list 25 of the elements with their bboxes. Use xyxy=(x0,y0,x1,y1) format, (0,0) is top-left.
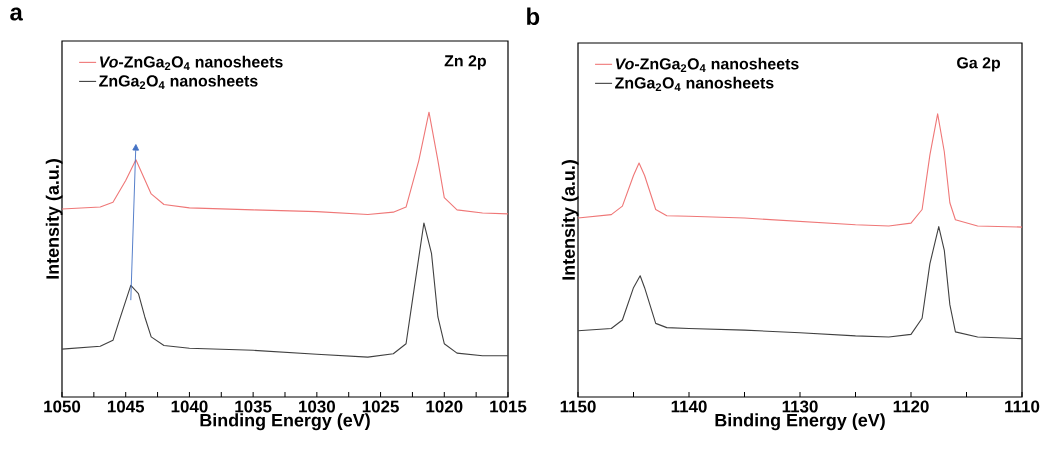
x-tick-label: 1140 xyxy=(671,400,707,413)
x-tick-label: 1035 xyxy=(235,400,272,413)
x-tick-label: 1025 xyxy=(362,400,399,413)
x-tick-label: 1120 xyxy=(893,400,929,413)
x-tick-label: 1040 xyxy=(171,400,208,413)
x-axis-title: Binding Energy (eV) xyxy=(715,413,885,431)
chart-title: b xyxy=(527,7,540,26)
x-tick-label: 1050 xyxy=(44,400,81,413)
x-tick-label: 1130 xyxy=(782,400,818,413)
x-tick-label: 1150 xyxy=(560,400,596,413)
text: Zn 2p xyxy=(444,55,486,70)
legend-label: Vo-ZnGa$_{2}$O$_{4}$ nanosheets xyxy=(615,57,799,72)
y-axis-title: Intensity (a.u.) xyxy=(561,160,579,280)
chart-title: a xyxy=(10,7,23,21)
text: Ga 2p xyxy=(957,57,1001,72)
x-tick-label: 1110 xyxy=(1005,400,1040,413)
legend-label: Vo-ZnGa$_{2}$O$_{4}$ nanosheets xyxy=(99,55,283,70)
x-axis-title: Binding Energy (eV) xyxy=(200,413,370,431)
legend-label: ZnGa$_{2}$O$_{4}$ nanosheets xyxy=(615,76,774,91)
x-tick-label: 1030 xyxy=(299,400,335,413)
x-tick-label: 1015 xyxy=(490,400,527,413)
legend-label: ZnGa$_{2}$O$_{4}$ nanosheets xyxy=(99,74,258,90)
y-axis-title: Intensity (a.u.) xyxy=(45,159,63,279)
x-tick-label: 1020 xyxy=(426,400,463,413)
x-tick-label: 1045 xyxy=(107,400,145,413)
